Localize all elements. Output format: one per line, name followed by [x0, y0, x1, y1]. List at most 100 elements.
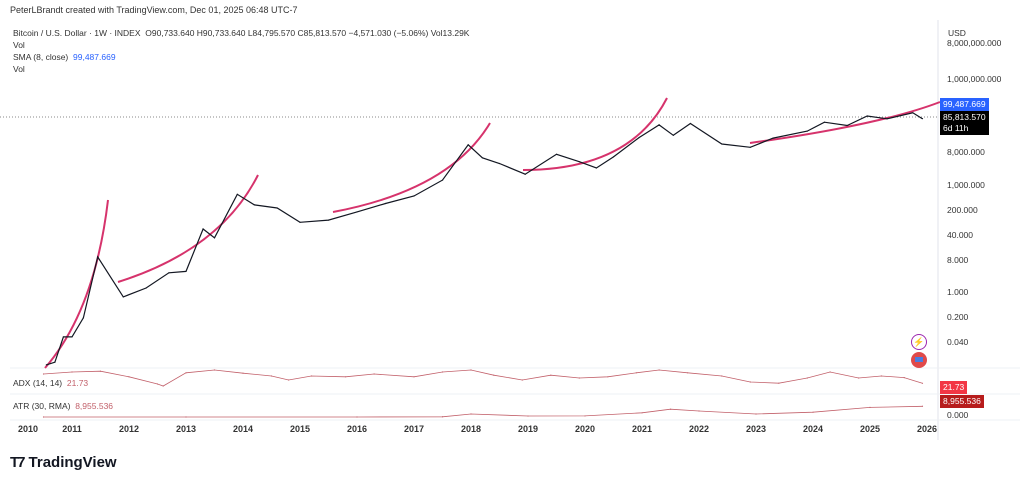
adx-line-point — [858, 377, 860, 379]
price-line-point — [866, 115, 868, 117]
price-line-point — [441, 179, 444, 181]
adx-line-point — [185, 372, 187, 374]
adx-line-point — [288, 379, 290, 381]
adx-line-point — [658, 369, 660, 371]
price-tick: 1.000 — [947, 287, 969, 297]
time-tick: 2021 — [631, 424, 653, 434]
adx-line-point — [162, 385, 164, 387]
price-line-point — [595, 167, 598, 169]
price-line-point — [886, 118, 888, 120]
arc-2013 — [117, 174, 259, 283]
price-line-point — [145, 287, 147, 289]
price-line-point — [481, 157, 483, 159]
adx-line-point — [345, 376, 347, 378]
adx-line-point — [213, 369, 216, 371]
price-line-point — [672, 134, 674, 136]
atr-line — [43, 405, 923, 418]
price-line-point — [213, 237, 216, 239]
price-tick: 1,000,000.000 — [947, 74, 1002, 84]
atr-line-point — [441, 416, 444, 418]
adx-value: 21.73 — [66, 378, 89, 388]
adx-line-point — [521, 379, 523, 381]
atr-line-point — [698, 410, 700, 412]
atr-line-point — [527, 415, 529, 417]
price-line-point — [638, 136, 640, 139]
time-tick: 2024 — [802, 424, 824, 434]
chart-credit: PeterLBrandt created with TradingView.co… — [10, 5, 298, 15]
price-line-point — [658, 124, 660, 126]
price-tick: 0.000 — [947, 410, 969, 420]
adx-line-point — [470, 369, 472, 371]
price-tick: 1,000.000 — [947, 180, 985, 190]
adx-line-point — [310, 375, 312, 377]
brand-name: TradingView — [28, 454, 117, 471]
last-price: 85,813.570 — [943, 112, 986, 122]
atr-legend[interactable]: ATR (30, RMA) 8,955.536 — [13, 401, 113, 411]
price-line-point — [555, 153, 558, 155]
time-tick: 2014 — [232, 424, 254, 434]
adx-line-point — [242, 372, 244, 374]
adx-line-point — [42, 373, 45, 375]
vol-label[interactable]: Vol — [13, 40, 25, 50]
arc-2017 — [332, 122, 491, 213]
price-line-point — [356, 211, 358, 213]
adx-line — [43, 369, 923, 387]
adx-line-point — [550, 374, 552, 376]
price-line-point — [327, 219, 330, 221]
adx-line-point — [721, 375, 723, 377]
adx-line-point — [903, 377, 905, 379]
adx-line-point — [921, 382, 924, 384]
price-line-point — [912, 112, 914, 114]
price-line-point — [384, 202, 387, 205]
adx-line-point — [635, 372, 637, 374]
time-tick: 2019 — [517, 424, 539, 434]
adx-line-point — [687, 372, 689, 374]
price-line-point — [498, 162, 501, 165]
price-tick: 0.040 — [947, 337, 969, 347]
time-tick: 2020 — [574, 424, 596, 434]
price-tick: 0.200 — [947, 312, 969, 322]
symbol-ohlc: Bitcoin / U.S. Dollar · 1W · INDEX O90,7… — [13, 27, 469, 39]
symbol-label[interactable]: Bitcoin / U.S. Dollar · 1W · INDEX — [13, 28, 141, 38]
adx-legend[interactable]: ADX (14, 14) 21.73 — [13, 378, 88, 388]
adx-line-point — [441, 371, 444, 373]
flag-icon[interactable] — [911, 352, 927, 368]
time-tick: 2016 — [346, 424, 368, 434]
arc-2021 — [522, 97, 668, 171]
lightning-icon[interactable]: ⚡ — [911, 334, 927, 350]
atr-label: ATR (30, RMA) — [13, 401, 71, 411]
price-line-point — [71, 336, 73, 338]
vol-label-2[interactable]: Vol — [13, 64, 25, 74]
adx-line-point — [156, 383, 159, 385]
atr-line-point — [755, 413, 757, 415]
time-tick: 2025 — [859, 424, 881, 434]
last-price-tag: 85,813.570 6d 11h — [940, 111, 989, 135]
price-line-point — [122, 296, 124, 298]
time-tick: 2011 — [62, 424, 82, 434]
price-line-point — [62, 336, 65, 338]
sma-price-tag: 99,487.669 — [940, 98, 989, 111]
trend-arcs[interactable] — [44, 97, 941, 369]
atr-line-point — [641, 412, 643, 414]
price-line-point — [276, 207, 278, 209]
arc-2011 — [44, 199, 109, 369]
tradingview-logo-icon: T7 — [10, 454, 25, 471]
atr-line-point — [584, 415, 586, 417]
price-tick: 40.000 — [947, 230, 973, 240]
price-tick: 8.000 — [947, 255, 969, 265]
tradingview-logo[interactable]: T7 TradingView — [10, 454, 117, 471]
price-line-point — [772, 137, 774, 139]
atr-value: 8,955.536 — [75, 401, 114, 411]
currency-label[interactable]: USD — [948, 28, 966, 38]
price-line-point — [749, 146, 751, 148]
adx-line-point — [778, 382, 780, 384]
adx-line-point — [493, 374, 495, 376]
adx-line-point — [829, 371, 831, 373]
price-line-point — [467, 144, 469, 146]
price-line-point — [54, 361, 56, 363]
adx-label: ADX (14, 14) — [13, 378, 63, 388]
sma-legend[interactable]: SMA (8, close) 99,487.669 — [13, 51, 469, 63]
time-tick: 2017 — [403, 424, 425, 434]
time-tick: 2022 — [688, 424, 710, 434]
